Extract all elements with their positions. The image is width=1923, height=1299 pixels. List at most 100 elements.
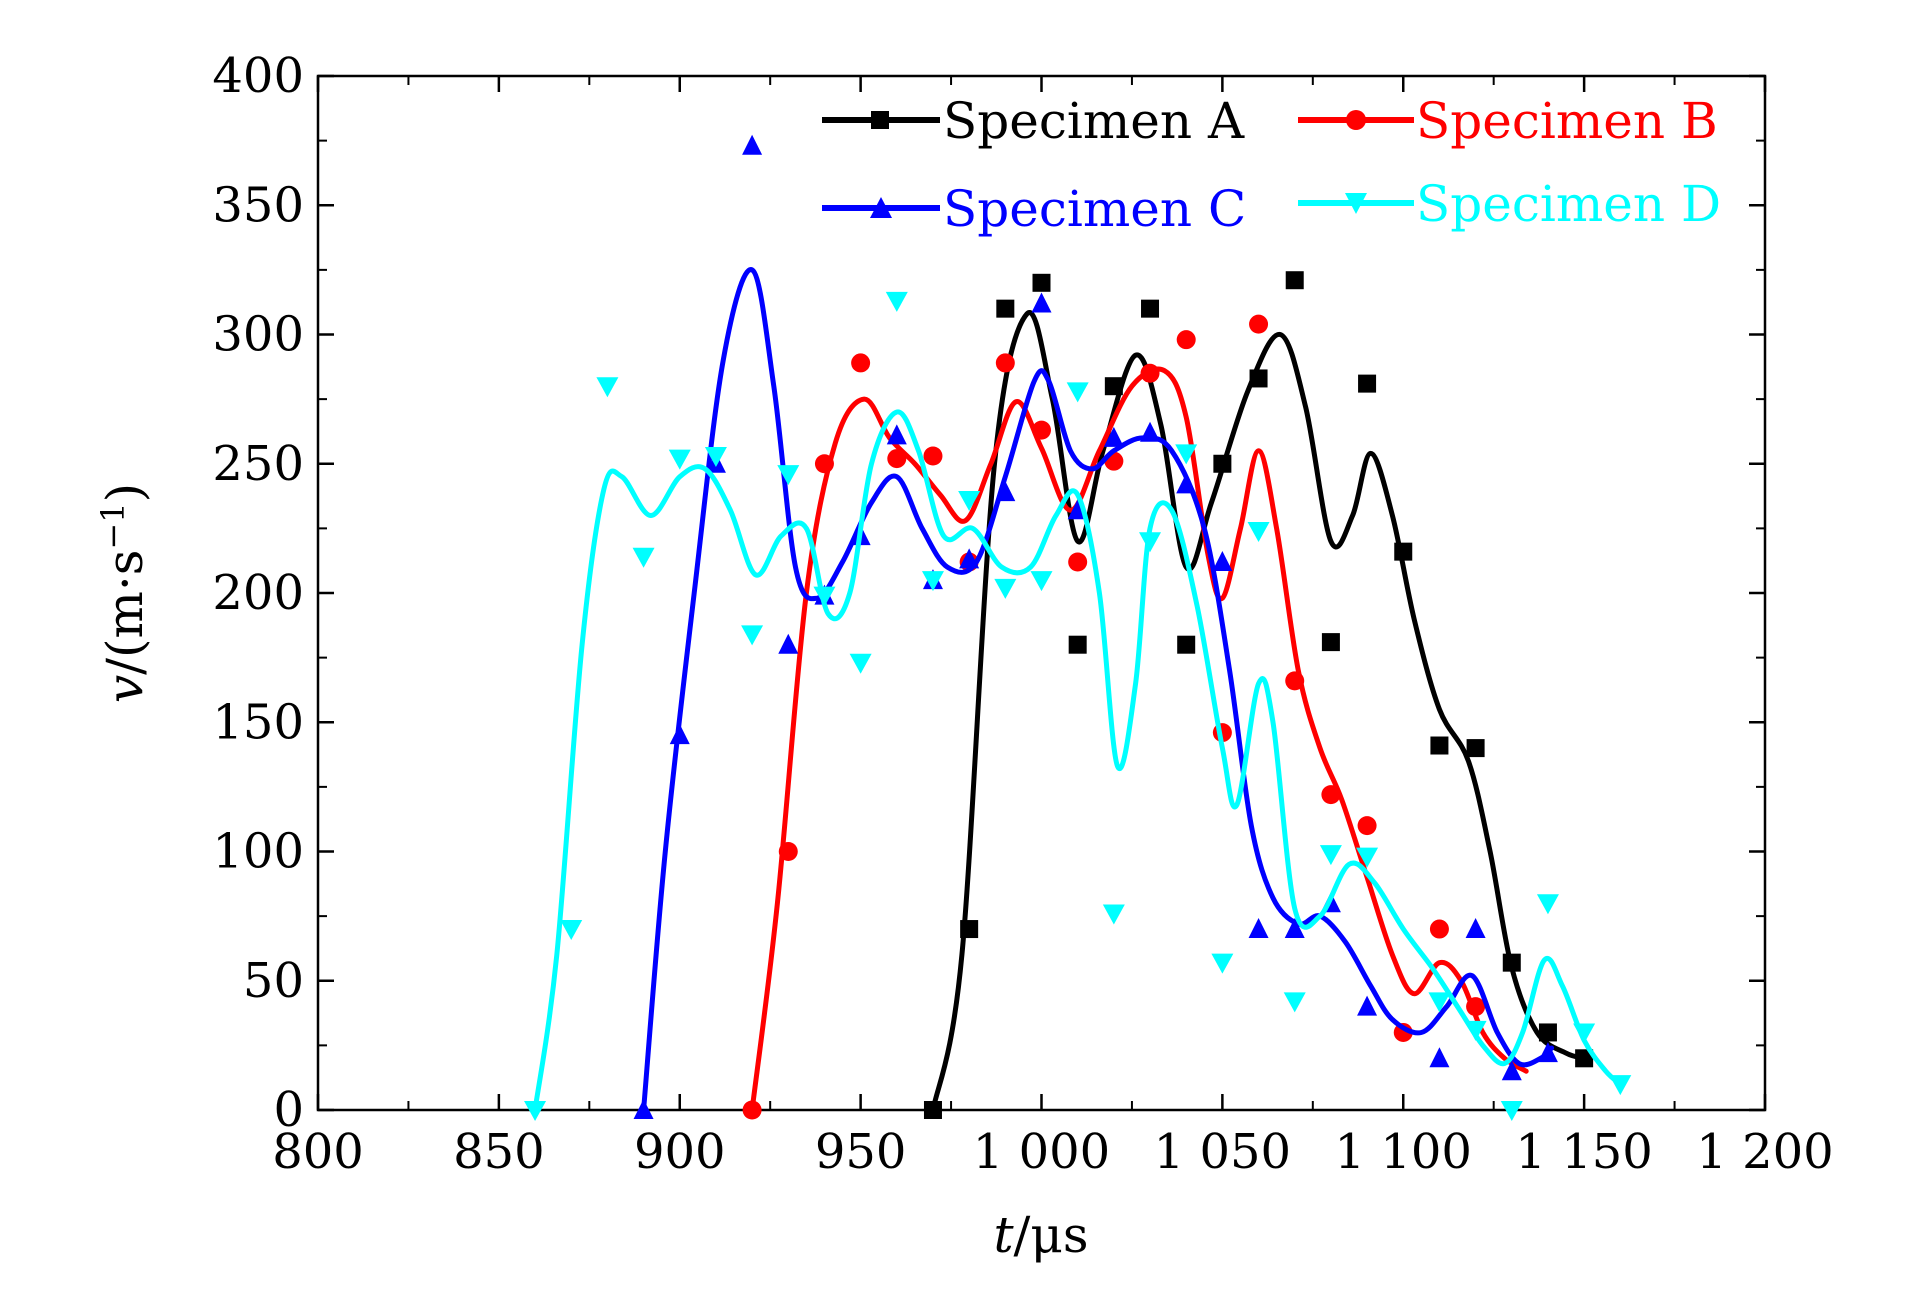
series-c-point xyxy=(633,1099,654,1119)
y-tick-label: 0 xyxy=(273,1082,304,1138)
series-d-point xyxy=(1536,894,1559,915)
series-d-point xyxy=(1500,1101,1523,1121)
series-b-point xyxy=(1466,997,1486,1017)
series-d-point xyxy=(994,578,1017,599)
series-b-point xyxy=(1285,671,1305,691)
series-a-point xyxy=(1394,542,1413,561)
legend-label-specimen-a: Specimen A xyxy=(943,92,1245,150)
series-d-point xyxy=(704,446,727,467)
x-tick-label: 900 xyxy=(634,1124,726,1180)
series-d-point xyxy=(1139,532,1162,553)
series-d-point xyxy=(741,625,764,646)
legend-label-specimen-d: Specimen D xyxy=(1416,175,1721,233)
series-b-point xyxy=(1032,420,1051,440)
y-tick-label: 50 xyxy=(243,953,304,1009)
series-b xyxy=(742,314,1529,1120)
series-a-point xyxy=(1177,635,1196,654)
legend-entry-specimen-c: Specimen C xyxy=(822,180,1246,238)
series-c-point xyxy=(886,424,907,445)
series-d-line xyxy=(532,409,1623,1113)
x-axis-var: t xyxy=(993,1206,1014,1264)
legend-label-specimen-b: Specimen B xyxy=(1416,92,1718,150)
x-tick-label: 1 200 xyxy=(1696,1124,1833,1180)
series-a-point xyxy=(1321,633,1340,652)
series-b-point xyxy=(814,454,834,474)
series-a-point xyxy=(1466,739,1485,758)
series-d-point xyxy=(885,291,908,312)
series-a-point xyxy=(1358,374,1377,393)
series-d-point xyxy=(1030,571,1053,592)
series-d-point xyxy=(632,547,655,568)
series-d-point xyxy=(1464,1020,1487,1041)
series-d-point xyxy=(1573,1023,1596,1044)
series-d-point xyxy=(1283,992,1306,1013)
series-c-point xyxy=(1357,995,1378,1016)
series-a-point xyxy=(1538,1023,1557,1042)
series-b-point xyxy=(1357,816,1377,836)
series-b-point xyxy=(1429,919,1449,939)
legend-marker-triangle-up xyxy=(870,197,892,218)
series-b-point xyxy=(1321,785,1341,805)
series-b-point xyxy=(778,842,798,861)
series-c-point xyxy=(1501,1060,1522,1081)
series-c xyxy=(633,134,1558,1119)
y-tick-label: 350 xyxy=(212,177,304,233)
series-c-point xyxy=(995,481,1016,502)
y-tick-label: 100 xyxy=(212,824,304,880)
series-b-point xyxy=(1176,330,1196,350)
series-c-line xyxy=(641,267,1555,1113)
series-d-point xyxy=(1102,904,1125,925)
legend-label-specimen-c: Specimen C xyxy=(943,180,1246,238)
series-c-point xyxy=(1103,426,1124,447)
series-a-point xyxy=(1032,273,1051,292)
series-b-point xyxy=(1249,314,1269,334)
series-d-point xyxy=(1211,953,1234,974)
series-d-point xyxy=(849,653,872,674)
series-a-point xyxy=(1430,736,1449,755)
series-a-line xyxy=(930,309,1587,1113)
series-a-point xyxy=(1213,454,1232,473)
x-axis-unit: /μs xyxy=(1014,1206,1089,1264)
series-c-point xyxy=(1465,918,1486,939)
series-d-point xyxy=(560,920,583,941)
x-tick-labels: 800 850 900 950 1 000 1 050 1 100 1 150 1 200 xyxy=(272,1124,1834,1180)
series-d-point xyxy=(921,571,944,592)
y-tick-labels: 0 50 100 150 200 250 300 350 400 xyxy=(212,48,304,1138)
series-c-point xyxy=(1031,292,1052,313)
series-b-point xyxy=(851,353,871,373)
y-tick-label: 300 xyxy=(212,307,304,363)
series-d-point xyxy=(596,377,619,398)
series-layer xyxy=(524,134,1632,1121)
series-a-point xyxy=(1502,953,1521,972)
series-d-point xyxy=(1319,845,1342,866)
series-c-point xyxy=(1212,550,1233,571)
series-b-point xyxy=(887,449,907,469)
series-b-point xyxy=(923,446,943,466)
legend-entry-specimen-d: Specimen D xyxy=(1298,175,1721,233)
x-axis-title: t/μs xyxy=(993,1206,1088,1264)
series-c-point xyxy=(1140,421,1161,442)
x-tick-label: 800 xyxy=(272,1124,364,1180)
x-tick-label: 1 050 xyxy=(1154,1124,1291,1180)
series-a-point xyxy=(1249,369,1268,388)
x-tick-label: 850 xyxy=(453,1124,545,1180)
series-b-point xyxy=(1068,552,1088,572)
series-c-point xyxy=(1248,918,1269,939)
series-a-point xyxy=(960,920,979,939)
series-a xyxy=(923,271,1594,1119)
series-b-point xyxy=(995,353,1015,373)
series-c-point xyxy=(1537,1042,1558,1063)
series-c-point xyxy=(778,633,799,654)
series-d-point xyxy=(1247,521,1270,542)
legend-marker-triangle-down xyxy=(1345,193,1367,214)
legend-marker-square xyxy=(871,111,889,129)
series-d-point xyxy=(524,1101,547,1121)
series-b-line xyxy=(749,366,1529,1113)
series-d-point xyxy=(813,586,836,607)
series-c-point xyxy=(959,548,980,569)
y-axis-title: v/(m·s−1) xyxy=(94,483,154,703)
series-a-point xyxy=(1068,635,1087,654)
series-d-point xyxy=(1175,444,1198,465)
series-a-point xyxy=(923,1101,942,1119)
